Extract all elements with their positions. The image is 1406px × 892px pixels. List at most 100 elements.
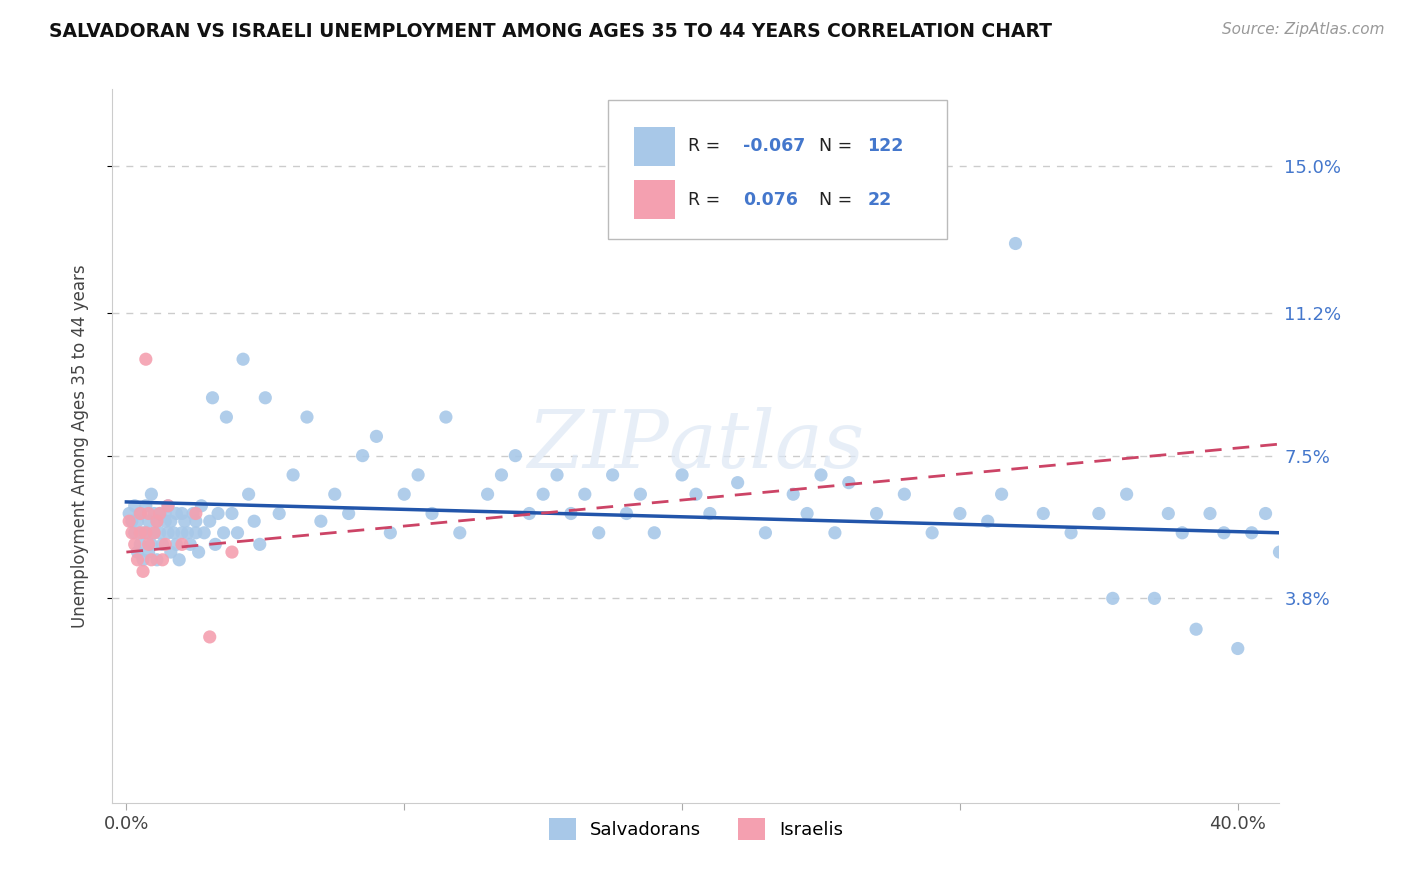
Point	[149, 507, 172, 521]
Point	[574, 487, 596, 501]
Point	[1212, 525, 1234, 540]
Point	[149, 507, 172, 521]
Point	[1060, 525, 1083, 540]
Point	[152, 553, 174, 567]
Point	[187, 545, 209, 559]
Point	[727, 475, 749, 490]
Point	[212, 525, 235, 540]
Point	[155, 537, 177, 551]
Text: ZIP​atlas: ZIP​atlas	[527, 408, 865, 484]
Point	[1226, 641, 1249, 656]
Point	[699, 507, 721, 521]
Point	[226, 525, 249, 540]
Point	[1351, 641, 1374, 656]
Point	[602, 467, 624, 482]
Point	[157, 499, 180, 513]
Point	[1185, 622, 1208, 636]
Point	[143, 525, 166, 540]
Point	[127, 553, 149, 567]
Point	[135, 525, 157, 540]
Point	[135, 352, 157, 367]
Point	[181, 507, 204, 521]
Point	[337, 507, 360, 521]
Point	[152, 537, 174, 551]
Point	[167, 553, 190, 567]
Point	[893, 487, 915, 501]
Point	[1171, 525, 1194, 540]
Point	[249, 537, 271, 551]
Point	[796, 507, 818, 521]
Bar	[634, 180, 675, 219]
Point	[1032, 507, 1054, 521]
Point	[129, 537, 152, 551]
Point	[560, 507, 582, 521]
Point	[1268, 545, 1291, 559]
Point	[221, 507, 243, 521]
Point	[810, 467, 832, 482]
Point	[141, 487, 163, 501]
Point	[1282, 525, 1305, 540]
Point	[295, 410, 318, 425]
Point	[1143, 591, 1166, 606]
Point	[824, 525, 846, 540]
Point	[1101, 591, 1123, 606]
Point	[380, 525, 402, 540]
Text: 0.076: 0.076	[742, 191, 797, 209]
Point	[146, 514, 169, 528]
Point	[160, 545, 183, 559]
Point	[129, 525, 152, 540]
Point	[232, 352, 254, 367]
Bar	[634, 127, 675, 166]
Point	[207, 507, 229, 521]
Text: SALVADORAN VS ISRAELI UNEMPLOYMENT AMONG AGES 35 TO 44 YEARS CORRELATION CHART: SALVADORAN VS ISRAELI UNEMPLOYMENT AMONG…	[49, 22, 1052, 41]
Point	[141, 553, 163, 567]
Point	[434, 410, 457, 425]
Point	[193, 525, 215, 540]
Point	[838, 475, 860, 490]
Point	[921, 525, 943, 540]
Point	[352, 449, 374, 463]
Point	[1240, 525, 1263, 540]
Point	[198, 514, 221, 528]
Point	[165, 537, 187, 551]
Point	[138, 545, 160, 559]
Point	[517, 507, 540, 521]
Point	[505, 449, 527, 463]
Point	[121, 514, 143, 528]
Point	[170, 525, 193, 540]
Point	[155, 514, 177, 528]
Point	[309, 514, 332, 528]
Point	[976, 514, 998, 528]
Point	[1324, 525, 1347, 540]
Text: Source: ZipAtlas.com: Source: ZipAtlas.com	[1222, 22, 1385, 37]
Point	[420, 507, 443, 521]
Point	[127, 514, 149, 528]
Point	[170, 537, 193, 551]
Point	[143, 507, 166, 521]
Text: -0.067: -0.067	[742, 137, 804, 155]
Point	[118, 514, 141, 528]
Point	[201, 391, 224, 405]
Text: N =: N =	[818, 137, 852, 155]
Point	[1157, 507, 1180, 521]
Point	[628, 487, 651, 501]
Point	[127, 545, 149, 559]
Point	[118, 507, 141, 521]
Point	[184, 507, 207, 521]
Point	[170, 507, 193, 521]
Point	[215, 410, 238, 425]
Point	[184, 525, 207, 540]
Text: R =: R =	[688, 191, 720, 209]
Point	[190, 499, 212, 513]
Point	[1004, 236, 1026, 251]
Point	[685, 487, 707, 501]
Point	[157, 525, 180, 540]
Point	[198, 630, 221, 644]
Point	[643, 525, 665, 540]
Point	[146, 553, 169, 567]
Point	[949, 507, 972, 521]
Legend: Salvadorans, Israelis: Salvadorans, Israelis	[541, 811, 851, 847]
Point	[129, 507, 152, 521]
Point	[1115, 487, 1137, 501]
Text: 22: 22	[868, 191, 891, 209]
